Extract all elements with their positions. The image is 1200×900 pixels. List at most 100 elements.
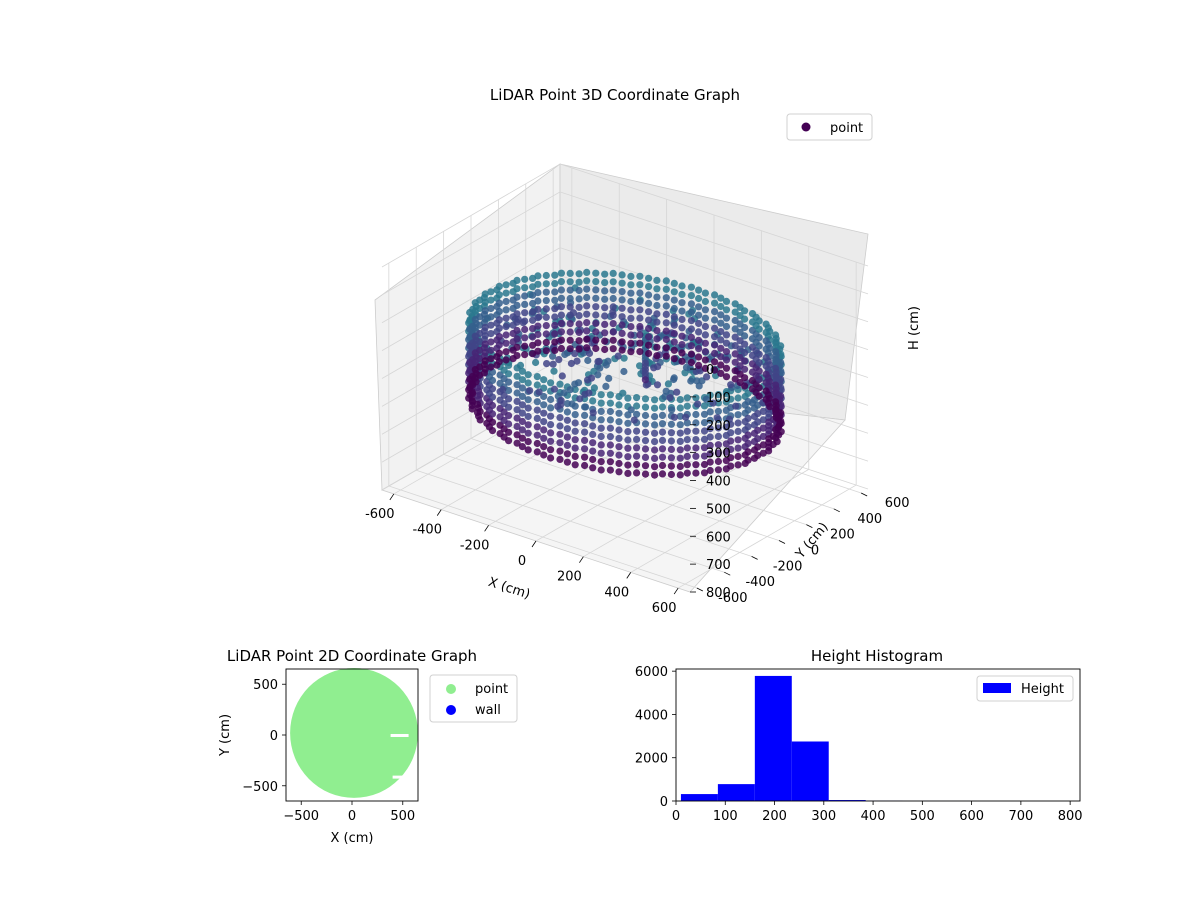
point-3d xyxy=(692,469,700,477)
point-3d xyxy=(624,394,632,402)
point-3d xyxy=(573,357,581,365)
point-3d xyxy=(744,448,752,456)
point-3d xyxy=(645,324,653,333)
chart-2d: LiDAR Point 2D Coordinate Graph −500 0 500… xyxy=(218,647,518,846)
point-3d xyxy=(711,341,719,349)
point-3d xyxy=(670,321,678,329)
point-3d xyxy=(667,445,676,453)
point-3d xyxy=(575,345,583,353)
point-3d xyxy=(687,292,696,300)
point-3d xyxy=(703,373,711,381)
histogram-bar xyxy=(791,741,829,801)
point-3d xyxy=(606,466,615,474)
point-3d xyxy=(772,406,780,414)
point-3d xyxy=(521,300,529,308)
point-3d xyxy=(772,339,780,347)
point-3d xyxy=(653,343,661,351)
point-3d xyxy=(481,323,489,331)
point-3d xyxy=(592,344,600,353)
legend-3d-label: point xyxy=(830,121,863,136)
point-3d xyxy=(581,420,589,428)
point-3d xyxy=(513,431,521,439)
point-3d xyxy=(609,269,617,277)
point-3d xyxy=(670,330,678,338)
point-3d xyxy=(583,268,591,276)
point-3d xyxy=(589,397,597,405)
point-3d xyxy=(487,296,495,304)
point-3d xyxy=(714,441,723,449)
x-tick-label-3d: 400 xyxy=(604,585,629,600)
point-3d xyxy=(557,269,566,277)
point-3d xyxy=(700,419,709,427)
point-3d xyxy=(618,271,626,279)
point-3d xyxy=(615,468,623,476)
point-3d xyxy=(614,352,622,360)
point-3d xyxy=(711,308,719,316)
x-tick-label-hist: 200 xyxy=(762,809,787,824)
y-tick-label-hist: 6000 xyxy=(635,665,668,680)
point-3d xyxy=(711,366,719,374)
point-3d xyxy=(583,344,591,352)
point-3d xyxy=(722,322,731,331)
point-3d xyxy=(566,386,574,394)
z-tick-label-3d: 200 xyxy=(706,419,731,434)
point-3d xyxy=(615,409,623,417)
legend-2d-point-label: point xyxy=(475,682,508,697)
point-3d xyxy=(744,431,752,439)
x-tick-3d xyxy=(389,493,395,501)
x-tick-label-hist: 700 xyxy=(1008,809,1033,824)
point-3d xyxy=(557,336,566,344)
point-3d xyxy=(566,303,574,311)
y-tick-label-3d: -200 xyxy=(773,559,803,574)
point-cloud-3d xyxy=(465,268,785,479)
point-3d xyxy=(687,308,696,316)
point-3d xyxy=(518,376,527,384)
point-3d xyxy=(581,436,589,444)
point-3d xyxy=(581,461,589,470)
point-3d xyxy=(487,321,495,329)
point-3d xyxy=(534,289,542,297)
point-3d xyxy=(505,386,513,395)
point-3d xyxy=(481,307,489,315)
point-3d xyxy=(653,310,661,318)
point-3d xyxy=(670,413,679,421)
legend-3d-marker xyxy=(801,122,811,132)
point-3d xyxy=(772,398,780,406)
point-3d xyxy=(695,345,703,353)
x-tick-label-2d: 0 xyxy=(348,809,356,824)
point-3d xyxy=(627,406,635,414)
chart-2d-title: LiDAR Point 2D Coordinate Graph xyxy=(227,647,477,665)
point-3d xyxy=(653,285,661,293)
point-3d xyxy=(636,362,644,370)
point-3d xyxy=(533,423,541,431)
point-3d xyxy=(636,322,644,331)
point-3d xyxy=(502,306,510,314)
point-3d xyxy=(633,452,641,460)
point-3d xyxy=(487,330,495,338)
y-tick-3d xyxy=(778,540,786,544)
point-3d xyxy=(678,307,686,315)
grid-line xyxy=(388,485,697,589)
point-3d xyxy=(717,302,725,311)
point-3d xyxy=(609,303,617,311)
point-3d xyxy=(666,394,674,402)
point-3d xyxy=(651,438,659,446)
point-3d xyxy=(711,324,719,332)
point-3d xyxy=(601,270,609,278)
point-3d xyxy=(734,419,742,427)
point-3d xyxy=(563,408,572,416)
point-3d xyxy=(602,382,610,390)
point-3d xyxy=(557,396,565,405)
point-3d xyxy=(518,443,527,451)
point-3d xyxy=(542,347,550,355)
z-tick-label-3d: 400 xyxy=(706,475,731,490)
point-3d xyxy=(592,269,600,277)
point-3d xyxy=(658,411,667,419)
point-3d xyxy=(557,328,566,336)
point-3d xyxy=(645,333,653,341)
point-3d xyxy=(583,327,591,335)
point-3d xyxy=(597,441,605,449)
x-tick-3d xyxy=(531,540,537,548)
x-axis-label-2d: X (cm) xyxy=(331,831,374,846)
point-3d xyxy=(609,278,617,286)
